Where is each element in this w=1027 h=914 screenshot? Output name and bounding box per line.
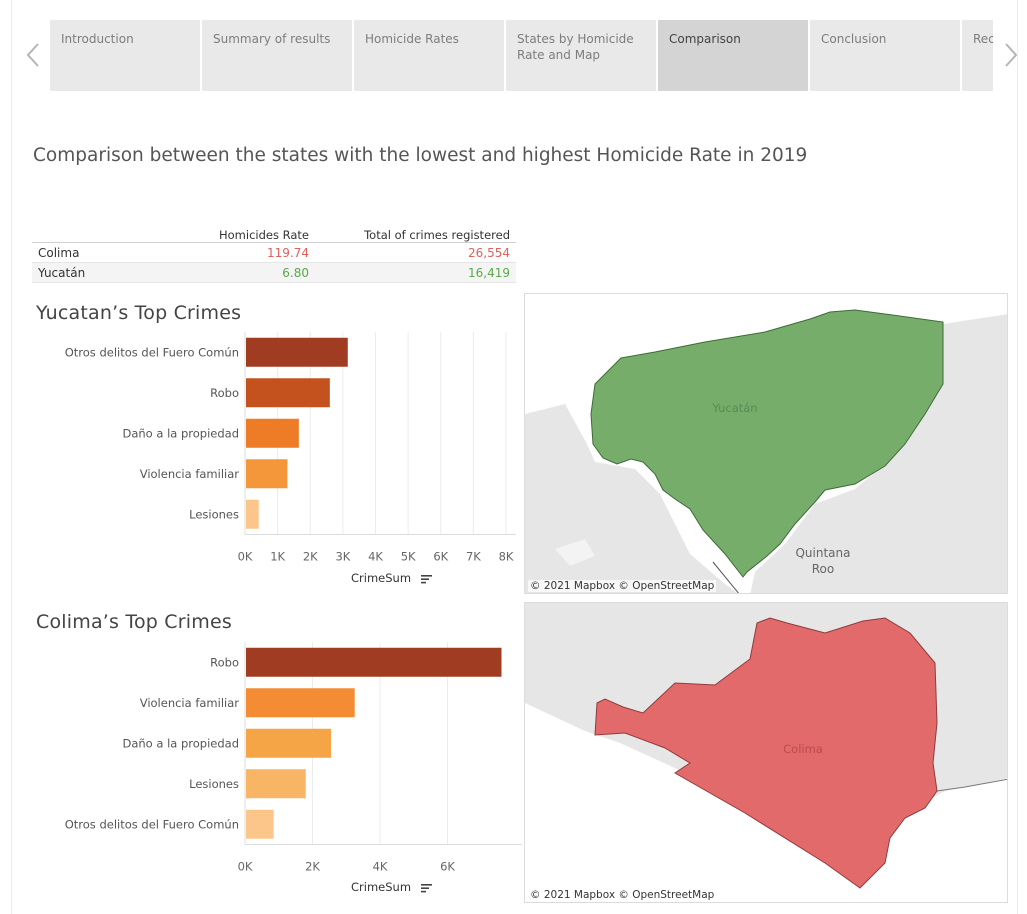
category-label: Otros delitos del Fuero Común: [65, 817, 239, 831]
x-axis-title-text: CrimeSum: [351, 880, 412, 894]
state-name: Yucatán: [38, 266, 86, 280]
category-label: Lesiones: [189, 777, 239, 791]
tab-homicide-rates[interactable]: Homicide Rates: [354, 20, 504, 91]
yucatan-bar-chart[interactable]: 0K 1K 2K 3K 4K 5K 6K 7K 8K Otros delitos del Fuer…: [32, 330, 522, 566]
bar[interactable]: [246, 459, 288, 489]
tab-introduction[interactable]: Introduction: [50, 20, 200, 91]
x-axis-title[interactable]: CrimeSum: [351, 571, 433, 585]
x-tick-label: 6K: [433, 550, 448, 564]
sort-icon[interactable]: [420, 574, 433, 584]
column-header-total: Total of crimes registered: [364, 228, 510, 242]
tab-summary-of-results[interactable]: Summary of results: [202, 20, 352, 91]
bar[interactable]: [246, 728, 332, 758]
category-label: Violencia familiar: [140, 696, 240, 710]
map-neighbor-label: Quintana: [795, 546, 850, 560]
bar[interactable]: [246, 499, 259, 529]
x-tick-label: 5K: [401, 550, 416, 564]
x-tick-label: 3K: [335, 550, 350, 564]
map-neighbor-label: Roo: [812, 562, 834, 576]
homicide-rate-value: 6.80: [282, 266, 309, 280]
bar[interactable]: [246, 378, 330, 408]
page-border-right: [1017, 0, 1018, 914]
x-tick-label: 2K: [305, 860, 320, 874]
colima-bar-chart[interactable]: 0K 2K 4K 6K Robo Violencia familiar Daño a la …: [32, 640, 522, 876]
x-tick-label: 2K: [303, 550, 318, 564]
x-tick-label: 1K: [270, 550, 285, 564]
story-navigation: Introduction Summary of results Homicide…: [50, 20, 993, 91]
yucatan-map[interactable]: Yucatán Quintana Roo © 2021 Mapbox © Ope…: [524, 293, 1008, 594]
table-row[interactable]: Yucatán 6.80 16,419: [32, 263, 516, 283]
x-tick-label: 7K: [466, 550, 481, 564]
bar[interactable]: [246, 337, 348, 367]
table-row[interactable]: Colima 119.74 26,554: [32, 243, 516, 263]
tab-states-by-homicide-rate[interactable]: States by Homicide Rate and Map: [506, 20, 656, 91]
sort-icon[interactable]: [420, 883, 433, 893]
category-label: Lesiones: [189, 507, 239, 521]
chart-title-yucatan: Yucatan’s Top Crimes: [36, 302, 242, 324]
map-credit[interactable]: © 2021 Mapbox © OpenStreetMap: [528, 580, 717, 592]
x-tick-label: 0K: [238, 860, 253, 874]
map-state-label: Yucatán: [711, 401, 757, 415]
bar[interactable]: [246, 809, 274, 839]
x-tick-label: 8K: [499, 550, 514, 564]
chevron-right-icon[interactable]: [1000, 38, 1020, 72]
tab-comparison[interactable]: Comparison: [658, 20, 808, 91]
column-header-rate: Homicides Rate: [219, 228, 309, 242]
tab-rec[interactable]: Rec: [962, 20, 993, 91]
x-tick-label: 0K: [238, 550, 253, 564]
x-tick-label: 6K: [440, 860, 455, 874]
chart-title-colima: Colima’s Top Crimes: [36, 611, 232, 633]
colima-map[interactable]: Colima © 2021 Mapbox © OpenStreetMap: [524, 602, 1008, 903]
chevron-left-icon[interactable]: [24, 38, 44, 72]
category-label: Otros delitos del Fuero Común: [65, 345, 239, 359]
x-axis-title-text: CrimeSum: [351, 571, 412, 585]
bar[interactable]: [246, 688, 355, 718]
page-border-left: [11, 0, 12, 914]
tab-conclusion[interactable]: Conclusion: [810, 20, 960, 91]
summary-table: Homicides Rate Total of crimes registere…: [32, 226, 516, 283]
homicide-rate-value: 119.74: [267, 246, 309, 260]
x-tick-label: 4K: [373, 860, 388, 874]
state-name: Colima: [38, 246, 80, 260]
bar[interactable]: [246, 647, 502, 677]
total-crimes-value: 16,419: [468, 266, 510, 280]
category-label: Robo: [210, 655, 239, 669]
page-title: Comparison between the states with the l…: [33, 145, 808, 166]
category-label: Violencia familiar: [140, 467, 240, 481]
bar[interactable]: [246, 418, 299, 448]
bar[interactable]: [246, 769, 306, 799]
map-state-label: Colima: [783, 742, 823, 756]
map-credit[interactable]: © 2021 Mapbox © OpenStreetMap: [528, 889, 717, 901]
table-header: Homicides Rate Total of crimes registere…: [32, 226, 516, 243]
x-axis-title[interactable]: CrimeSum: [351, 880, 433, 894]
category-label: Robo: [210, 386, 239, 400]
category-label: Daño a la propiedad: [122, 426, 239, 440]
category-label: Daño a la propiedad: [122, 736, 239, 750]
total-crimes-value: 26,554: [468, 246, 510, 260]
x-tick-label: 4K: [368, 550, 383, 564]
